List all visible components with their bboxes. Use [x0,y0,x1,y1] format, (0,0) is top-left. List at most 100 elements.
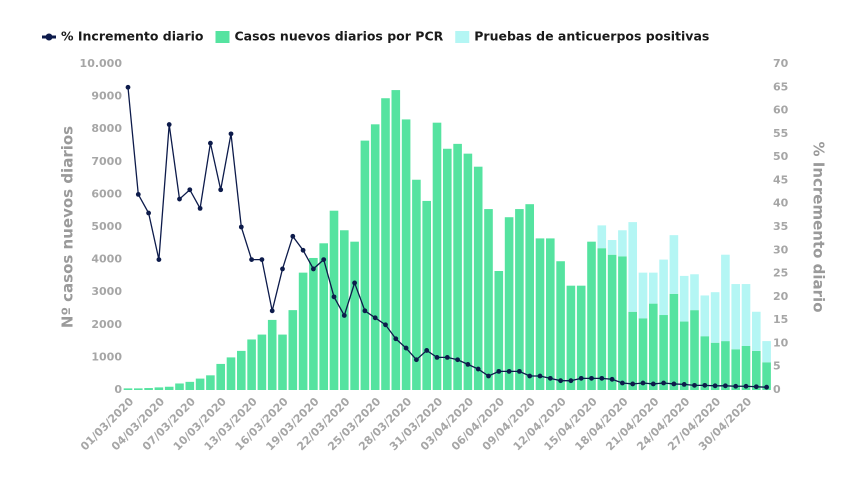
line-point [547,375,553,381]
y2-tick-label: 25 [773,267,788,280]
line-point [712,383,718,389]
line-point [403,345,409,351]
bar [412,179,421,390]
y2-tick-label: 20 [773,290,789,303]
line-point [280,266,285,272]
line-point [465,361,471,367]
line-point [321,257,327,262]
line-point [640,380,646,386]
legend-label: Pruebas de anticuerpos positivas [474,29,709,44]
y2-tick-label: 35 [773,220,788,233]
bar [247,339,256,390]
y2-tick-label: 55 [773,127,788,140]
bar [597,225,607,249]
bar [752,350,761,390]
bar [319,243,328,390]
bar [123,388,133,390]
bar [381,98,390,390]
y-tick-label: 0 [114,383,122,396]
bar [638,272,648,319]
line-point [249,257,255,262]
line-point [218,187,224,193]
bar [618,256,627,390]
line-point [300,247,306,253]
bar [731,349,740,390]
bar [607,240,617,255]
bar [576,285,586,390]
bar [175,383,184,390]
line-point [434,355,440,360]
bar [525,204,534,390]
bar [494,271,504,390]
y-tick-label: 1000 [91,350,122,363]
bar [288,310,298,390]
line-point [486,373,491,379]
line-point [527,373,533,379]
legend: % Incremento diario Casos nuevos diarios … [42,29,709,44]
legend-marker [45,33,53,41]
bar [638,318,648,390]
line-point [743,383,749,389]
bar [628,222,637,312]
bar [535,238,545,390]
bar [700,295,710,337]
bar [195,378,205,390]
line-point [764,384,769,390]
bar [515,209,524,390]
bar [690,274,699,311]
line-point [208,140,213,146]
bar [237,350,246,390]
line-point [166,122,172,127]
bar [134,388,143,390]
line-point [187,187,193,193]
line-point [238,224,244,230]
bar [659,315,668,390]
line-point [733,383,739,389]
bar [298,272,308,390]
line-point [228,131,234,137]
bar [762,362,771,390]
bar [164,386,174,390]
line-point [269,308,275,314]
line-point [630,381,636,387]
bar [422,200,431,390]
y2-tick-label: 70 [773,57,789,70]
bar [154,387,164,390]
y2-tick-label: 50 [773,150,789,163]
bar [144,388,153,390]
line-point [578,375,584,381]
line-point [692,382,697,388]
bar [185,381,195,390]
y-tick-label: 2000 [91,318,122,331]
line-point [496,368,502,374]
bar [216,363,225,390]
bar [659,259,668,316]
bar [741,284,751,346]
bar [669,235,679,294]
bar [710,292,720,343]
line-point [362,308,368,314]
bar [504,217,514,390]
line-point [506,368,512,374]
bar [731,284,740,350]
line-point [650,381,656,387]
bar [370,124,380,390]
bar [453,143,462,390]
y-tick-label: 10.000 [80,57,123,70]
bar [546,238,555,390]
line-point [609,376,615,382]
y2-tick-label: 45 [773,173,788,186]
y-tick-label: 8000 [91,122,122,135]
line-point [723,383,728,389]
bar [432,122,442,391]
bar [463,153,473,390]
y-tick-label: 4000 [91,253,122,266]
bar [649,272,658,304]
legend-label: Casos nuevos diarios por PCR [235,29,444,44]
line-point [197,205,203,211]
line-point [753,384,759,390]
bar [628,311,637,390]
y2-tick-label: 5 [773,360,781,373]
line-point [311,266,316,272]
line-point [393,336,399,342]
